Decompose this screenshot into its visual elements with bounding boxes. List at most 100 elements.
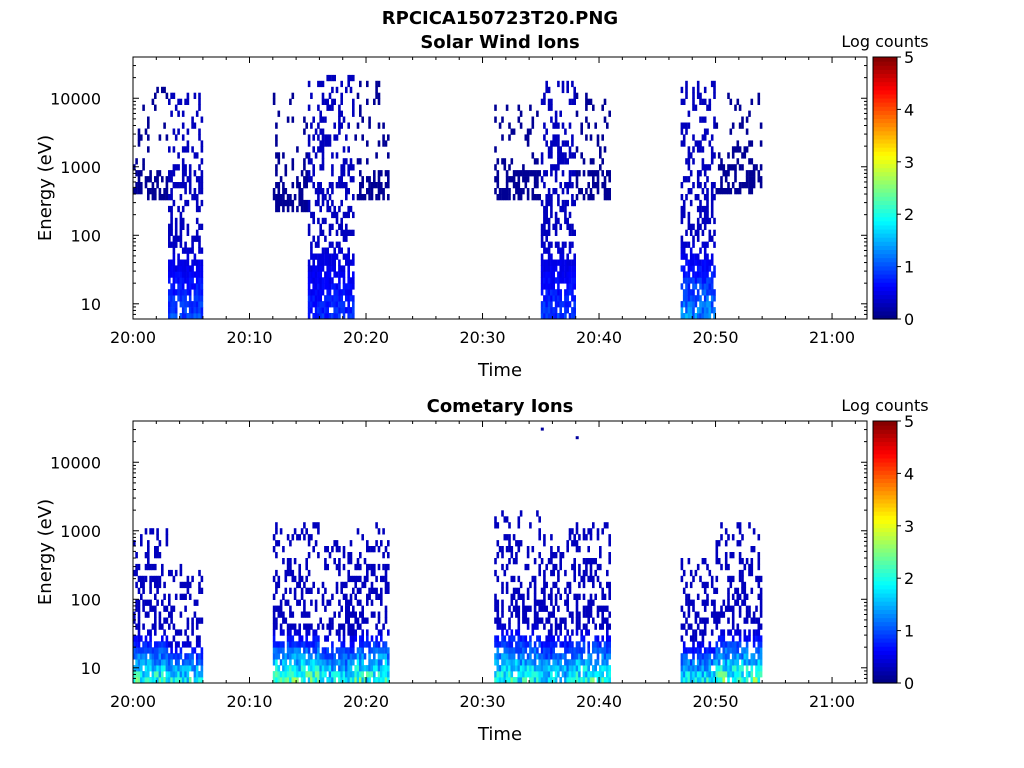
heatmap-cell: [366, 593, 369, 600]
heatmap-cell: [729, 552, 733, 559]
heatmap-cell: [310, 158, 313, 165]
heatmap-cell: [543, 98, 546, 105]
heatmap-cell: [335, 671, 339, 678]
heatmap-cell: [750, 140, 754, 147]
heatmap-cell: [328, 229, 332, 236]
heatmap-cell: [736, 140, 740, 147]
heatmap-cell: [701, 134, 705, 141]
heatmap-cell: [575, 647, 579, 654]
heatmap-cell: [703, 671, 707, 678]
heatmap-cell: [519, 110, 523, 117]
heatmap-cell: [312, 283, 315, 290]
heatmap-cell: [300, 671, 304, 678]
heatmap-cell: [377, 98, 381, 105]
colorbar-swatch: [873, 228, 897, 234]
heatmap-cell: [599, 563, 602, 571]
heatmap-cell: [526, 671, 530, 678]
heatmap-cell: [161, 665, 164, 672]
heatmap-cell: [559, 558, 562, 565]
heatmap-cell: [682, 313, 686, 320]
heatmap-cell: [361, 116, 364, 123]
heatmap-cell: [135, 599, 138, 606]
heatmap-cell: [522, 170, 525, 177]
heatmap-cell: [359, 552, 362, 559]
heatmap-cell: [757, 558, 761, 565]
heatmap-cell: [275, 647, 278, 654]
heatmap-cell: [566, 283, 569, 290]
heatmap-cell: [363, 558, 367, 565]
heatmap-cell: [731, 671, 735, 678]
heatmap-cell: [179, 289, 183, 296]
heatmap-cell: [317, 241, 320, 248]
heatmap-cell: [342, 641, 346, 648]
heatmap-cell: [540, 259, 544, 266]
heatmap-cell: [727, 182, 730, 189]
heatmap-cell: [713, 307, 716, 314]
heatmap-cell: [519, 593, 523, 600]
heatmap-cell: [536, 194, 539, 201]
heatmap-cell: [340, 229, 343, 236]
heatmap-cell: [387, 677, 390, 684]
heatmap-cell: [326, 188, 329, 195]
heatmap-cell: [373, 182, 376, 189]
heatmap-cell: [578, 611, 581, 618]
heatmap-cell: [174, 217, 178, 225]
heatmap-cell: [328, 289, 332, 296]
heatmap-cell: [380, 587, 383, 594]
heatmap-cell: [759, 593, 763, 600]
heatmap-cell: [277, 671, 281, 678]
heatmap-cell: [356, 575, 360, 583]
heatmap-cell: [356, 599, 360, 606]
heatmap-cell: [498, 641, 502, 648]
heatmap-cell: [140, 593, 143, 600]
heatmap-cell: [347, 575, 350, 583]
heatmap-cell: [352, 575, 355, 583]
heatmap-cell: [181, 170, 185, 177]
heatmap-cell: [713, 659, 716, 666]
heatmap-cell: [310, 599, 313, 606]
heatmap-cell: [582, 593, 586, 600]
heatmap-cell: [703, 223, 707, 230]
heatmap-cell: [557, 653, 560, 660]
heatmap-cell: [382, 671, 385, 678]
heatmap-cell: [529, 104, 532, 111]
heatmap-cell: [293, 647, 297, 654]
colorbar-swatch: [873, 576, 897, 582]
heatmap-cell: [326, 104, 329, 111]
heatmap-cell: [557, 146, 560, 153]
heatmap-cell: [373, 659, 376, 666]
heatmap-cell: [708, 641, 712, 648]
heatmap-cell: [559, 295, 562, 302]
heatmap-cell: [547, 283, 551, 290]
heatmap-cell: [366, 629, 369, 636]
heatmap-cell: [694, 283, 698, 290]
heatmap-cell: [547, 265, 551, 272]
heatmap-cell: [519, 665, 523, 672]
heatmap-cell: [582, 665, 586, 672]
heatmap-cell: [512, 665, 516, 672]
heatmap-cell: [689, 265, 693, 272]
heatmap-cell: [307, 289, 311, 296]
heatmap-cell: [696, 86, 700, 94]
heatmap-cell: [519, 635, 523, 642]
heatmap-cell: [734, 188, 737, 195]
heatmap-cell: [154, 641, 157, 648]
heatmap-cell: [184, 277, 187, 284]
heatmap-cell: [741, 671, 744, 678]
heatmap-cell: [510, 158, 514, 165]
heatmap-cell: [356, 659, 360, 666]
heatmap-cell: [298, 575, 301, 583]
heatmap-cell: [552, 277, 555, 284]
heatmap-cell: [137, 611, 141, 618]
heatmap-cell: [361, 665, 364, 672]
heatmap-cell: [752, 611, 756, 618]
heatmap-cell: [759, 587, 763, 594]
heatmap-cell: [706, 295, 709, 302]
heatmap-cell: [177, 295, 180, 302]
heatmap-cell: [706, 617, 709, 624]
heatmap-cell: [585, 558, 588, 565]
heatmap-cell: [543, 575, 546, 583]
heatmap-cell: [188, 659, 192, 666]
heatmap-cell: [713, 647, 716, 654]
heatmap-cell: [687, 295, 691, 302]
